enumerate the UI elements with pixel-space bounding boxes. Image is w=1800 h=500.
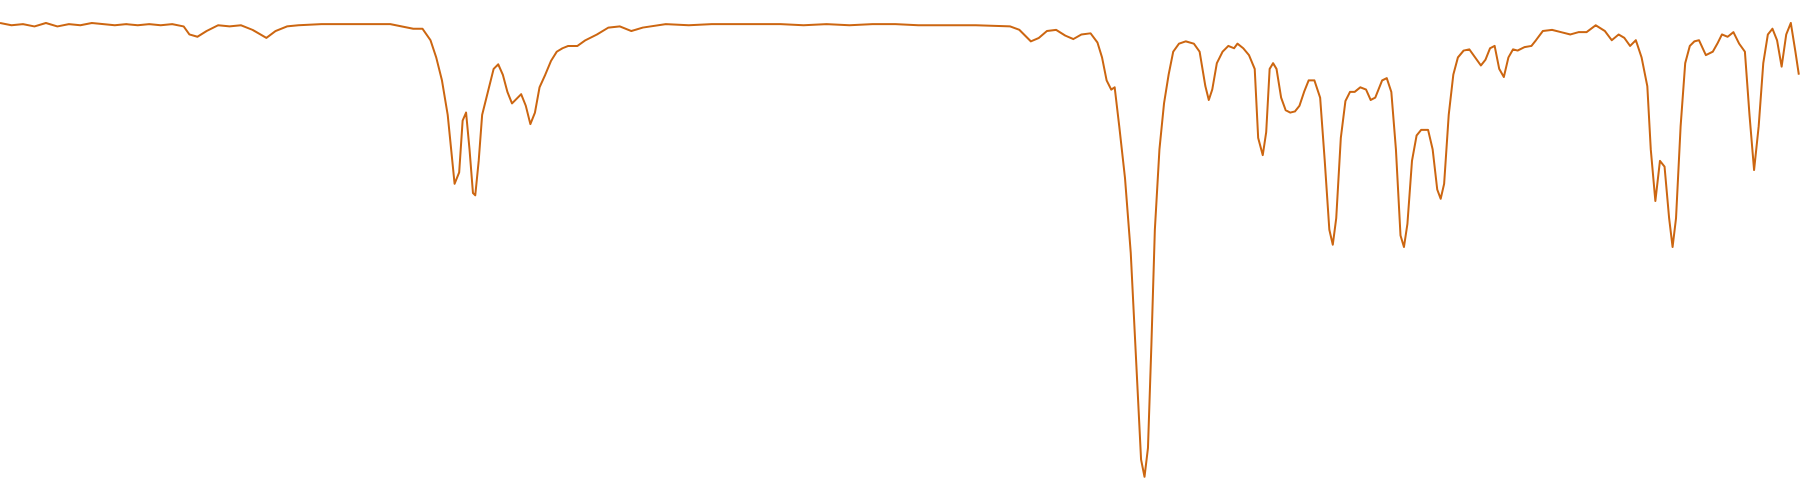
spectrum-line <box>0 21 1800 478</box>
